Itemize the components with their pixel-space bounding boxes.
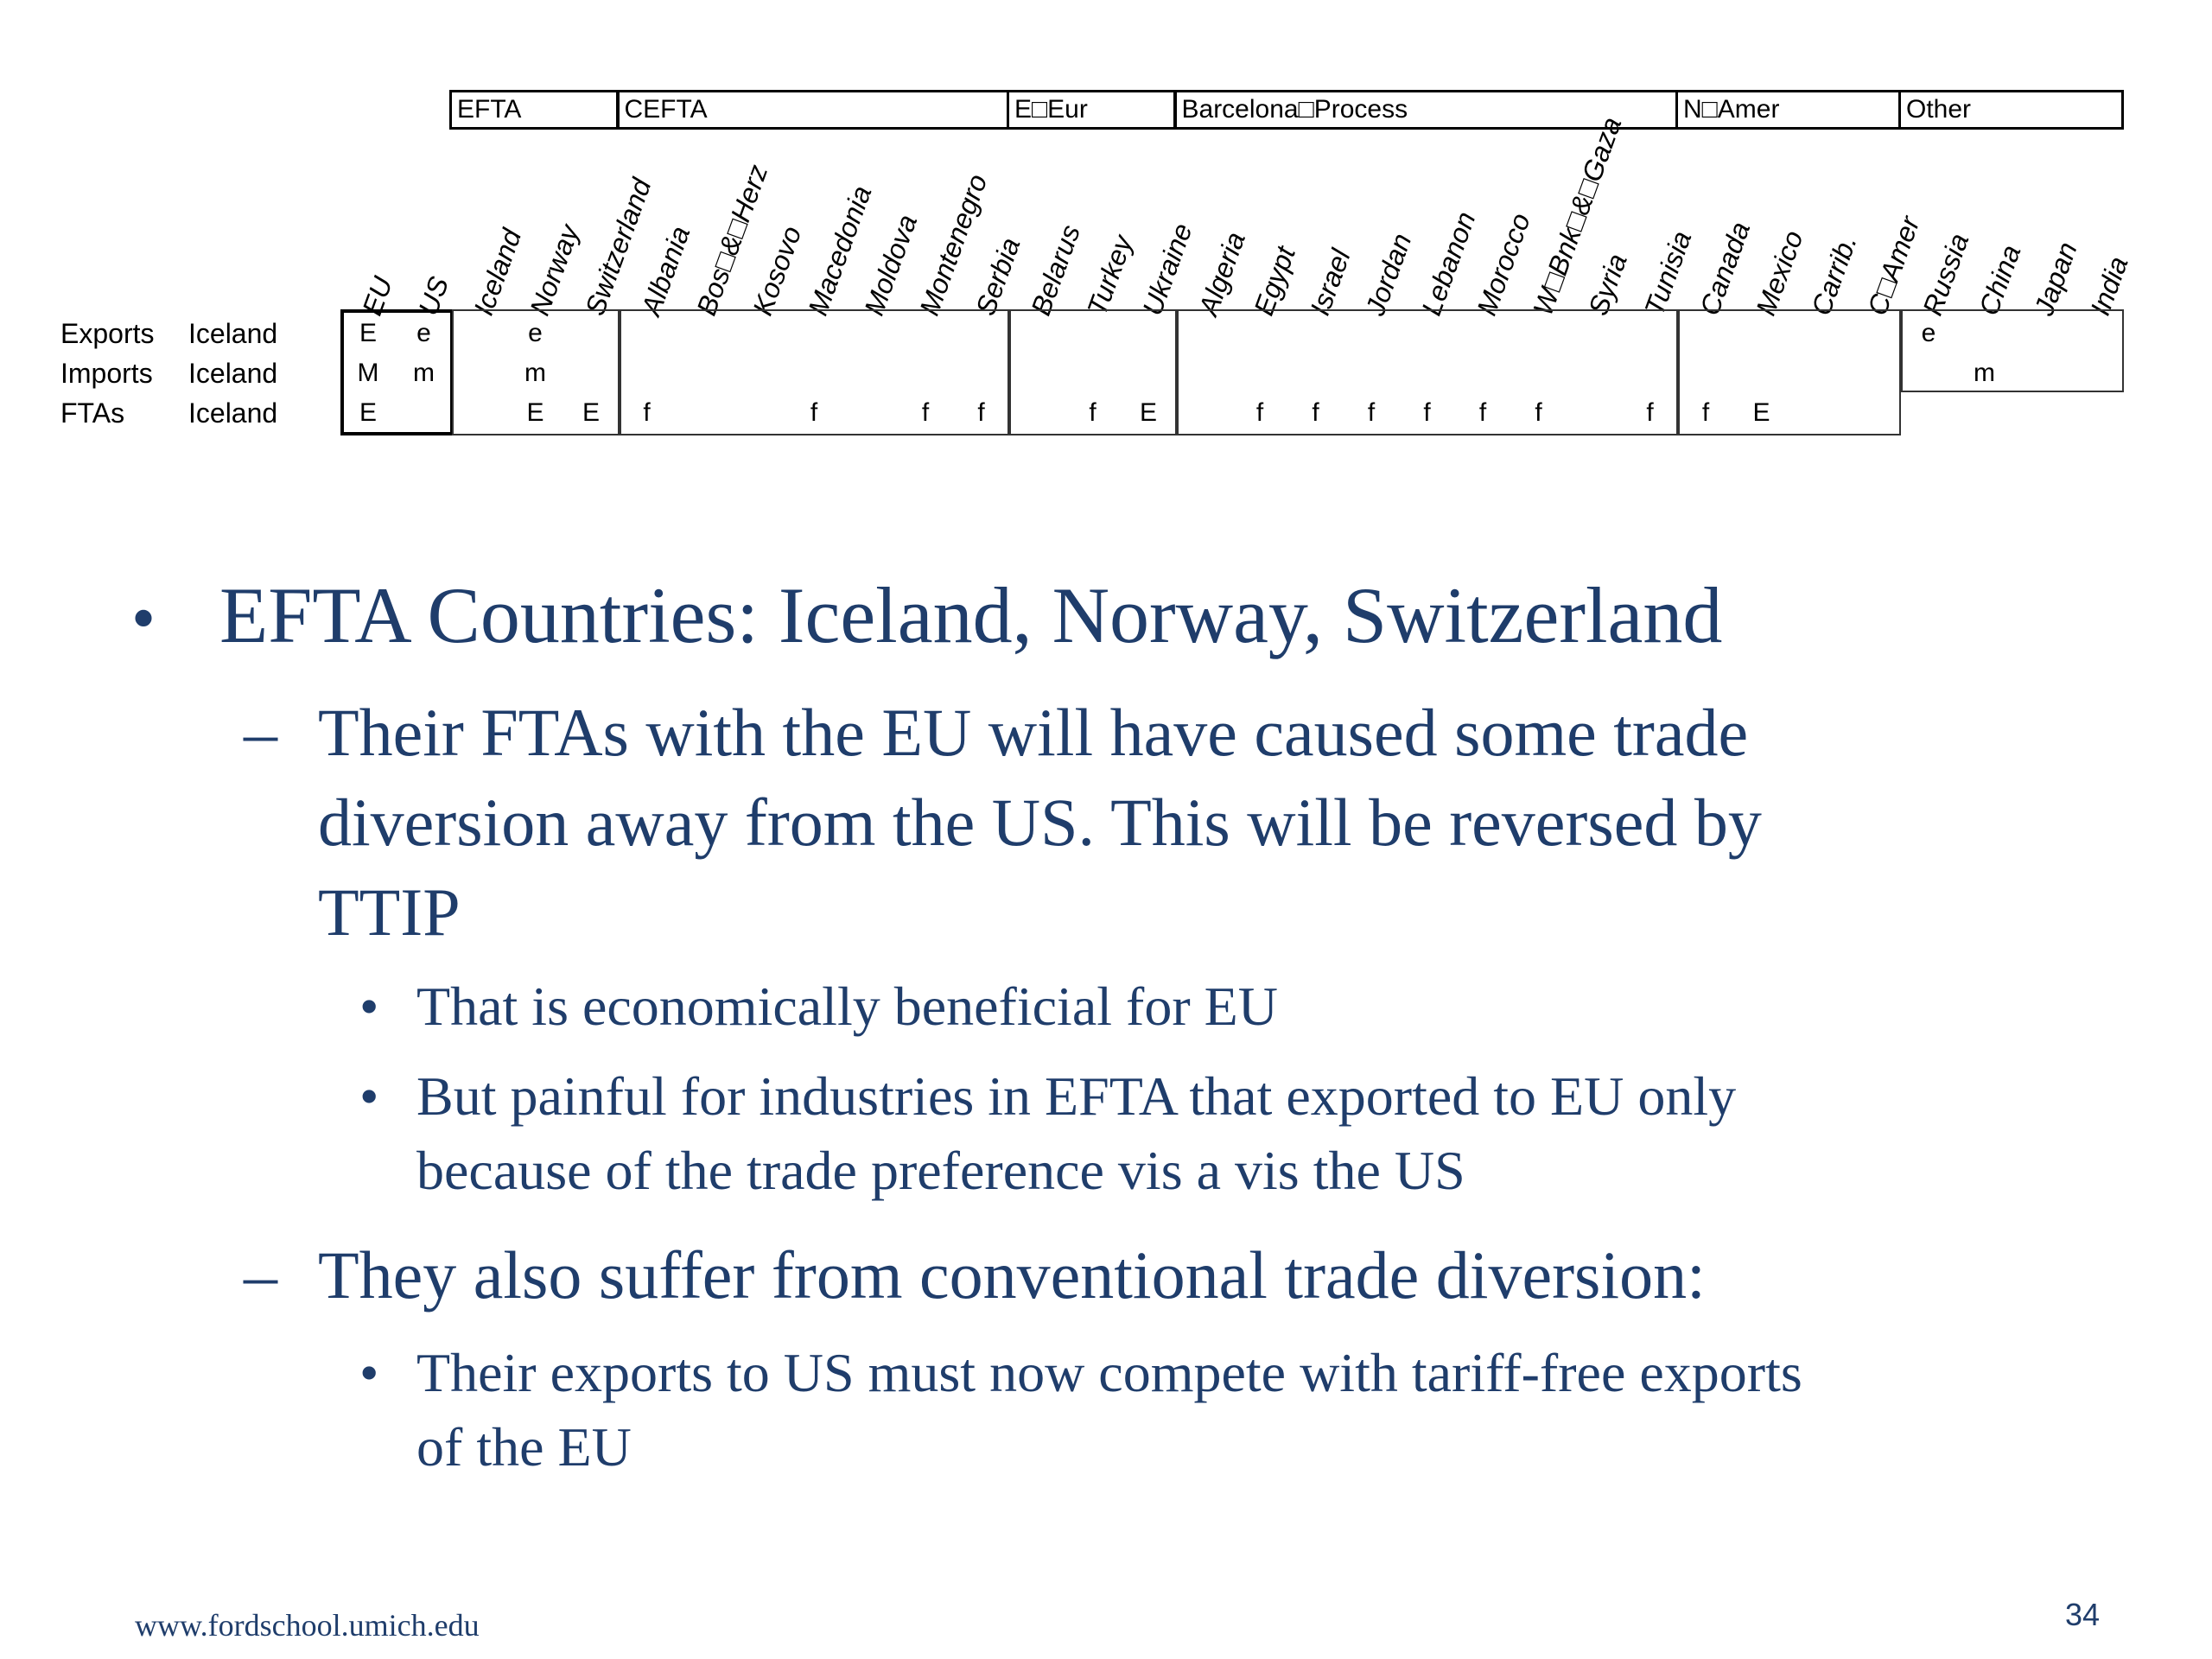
table-cell: f	[1367, 398, 1376, 427]
group-header: Other	[1898, 90, 2124, 130]
table-cell: f	[643, 398, 651, 427]
column-header: Japan	[2028, 238, 2083, 320]
bullet-marker: •	[131, 581, 156, 657]
table-cell: f	[810, 398, 818, 427]
column-header: Mexico	[1749, 226, 1809, 320]
column-header: Algeria	[1192, 227, 1251, 320]
column-header: Ukraine	[1136, 219, 1198, 320]
table-border	[619, 309, 1009, 435]
column-header: Turkey	[1080, 231, 1139, 320]
table-cell: E	[526, 398, 544, 427]
column-header: China	[1972, 240, 2027, 320]
column-header: Belarus	[1025, 220, 1087, 320]
table-cell: m	[413, 359, 435, 387]
page-number: 34	[2065, 1597, 2101, 1632]
column-header: Lebanon	[1414, 207, 1482, 320]
group-header: E□Eur	[1007, 90, 1176, 130]
row-country: Iceland	[188, 318, 278, 349]
table-cell: f	[1255, 398, 1264, 427]
column-header: Jordan	[1359, 229, 1418, 320]
row-label: FTAs	[60, 397, 125, 429]
bullet-efta-countries: EFTA Countries: Iceland, Norway, Switzer…	[219, 571, 1723, 659]
column-header: Iceland	[467, 225, 528, 320]
row-country: Iceland	[188, 397, 278, 429]
table-cell: E	[1139, 398, 1157, 427]
table-cell: E	[359, 398, 377, 427]
column-header: Russia	[1916, 229, 1975, 320]
table-cell: f	[1312, 398, 1319, 427]
group-header: N□Amer	[1675, 90, 1901, 130]
footer-url: www.fordschool.umich.edu	[135, 1608, 480, 1643]
bullet-marker: •	[359, 1065, 379, 1127]
table-cell: e	[1921, 319, 1936, 347]
table-cell: E	[582, 398, 600, 427]
bullet-marker: •	[359, 976, 379, 1037]
table-cell: f	[1089, 398, 1096, 427]
dash-marker: –	[244, 695, 277, 770]
column-header: C□Amer	[1860, 212, 1926, 320]
column-header: Norway	[523, 220, 585, 320]
table-cell: e	[528, 319, 543, 347]
column-header: Serbia	[969, 233, 1027, 320]
column-header: Kosovo	[746, 222, 807, 320]
table-border	[1901, 309, 2124, 392]
sub-bullet-line: Their FTAs with the EU will have caused …	[318, 695, 1749, 770]
column-header: Canada	[1694, 217, 1757, 320]
sub-sub-bullet-line: Their exports to US must now compete wit…	[416, 1342, 1802, 1403]
table-border	[1176, 309, 1678, 435]
column-header: Albania	[634, 222, 696, 320]
table-cell: f	[1478, 398, 1487, 427]
row-country: Iceland	[188, 358, 278, 389]
sub-bullet-line: TTIP	[318, 874, 461, 950]
group-header: EFTA	[449, 90, 619, 130]
table-cell: e	[416, 319, 431, 347]
column-header: Moldova	[857, 210, 923, 320]
table-cell: f	[1646, 398, 1654, 427]
sub-sub-bullet-line: because of the trade preference vis a vi…	[416, 1140, 1465, 1201]
column-header: Carrib.	[1805, 231, 1863, 320]
table-cell: f	[921, 398, 930, 427]
sub-bullet-conventional: They also suffer from conventional trade…	[318, 1237, 1706, 1313]
table-border	[340, 309, 454, 435]
row-label: Imports	[60, 358, 153, 389]
column-header: Tunisia	[1637, 226, 1697, 320]
sub-sub-bullet-line: of the EU	[416, 1416, 632, 1478]
table-border	[452, 309, 620, 435]
table-cell: E	[359, 319, 377, 347]
sub-bullet-line: diversion away from the US. This will be…	[318, 785, 1762, 860]
table-cell: m	[1974, 359, 1995, 387]
table-cell: f	[977, 398, 985, 427]
table-cell: f	[1701, 398, 1710, 427]
column-header: Egypt	[1248, 242, 1301, 320]
column-header: Israel	[1303, 245, 1357, 320]
dash-marker: –	[244, 1237, 277, 1313]
table-border	[1009, 309, 1177, 435]
table-cell: E	[1752, 398, 1770, 427]
table-cell: f	[1535, 398, 1542, 427]
table-cell: m	[524, 359, 546, 387]
column-header: Morocco	[1471, 209, 1536, 320]
bullet-marker: •	[359, 1342, 379, 1403]
sub-sub-bullet: That is economically beneficial for EU	[416, 976, 1278, 1037]
row-label: Exports	[60, 318, 155, 349]
sub-sub-bullet-line: But painful for industries in EFTA that …	[416, 1065, 1737, 1127]
table-cell: M	[357, 359, 379, 387]
group-header: CEFTA	[616, 90, 1009, 130]
table-border	[1678, 309, 1901, 435]
table-cell: f	[1423, 398, 1431, 427]
